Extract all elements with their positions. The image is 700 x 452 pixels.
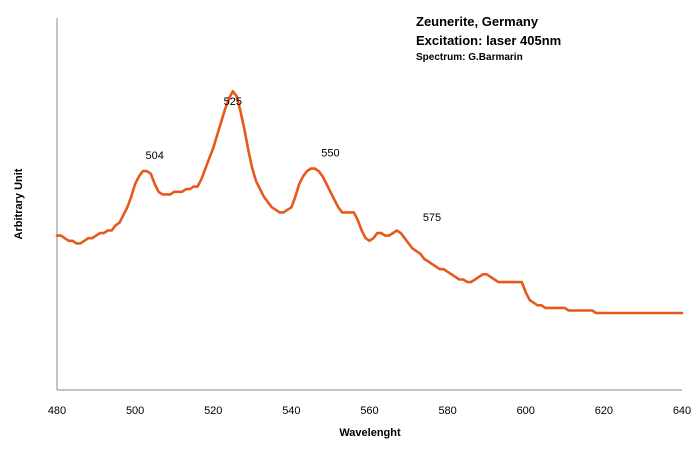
x-tick-label: 520: [204, 405, 222, 417]
x-tick-label: 600: [517, 405, 535, 417]
series-line: [55, 89, 684, 315]
x-tick-label: 480: [48, 405, 66, 417]
x-tick-label: 640: [673, 405, 691, 417]
chart-subtitle: Excitation: laser 405nm: [416, 33, 561, 48]
chart-title: Zeunerite, Germany: [416, 14, 539, 29]
x-tick-label: 560: [360, 405, 378, 417]
x-tick-label: 620: [595, 405, 613, 417]
peak-label: 525: [224, 96, 242, 108]
peak-labels: 504 525 550 575: [145, 96, 441, 224]
peak-label: 550: [321, 148, 339, 160]
x-tick-label: 540: [282, 405, 300, 417]
x-tick-label: 500: [126, 405, 144, 417]
x-tick-labels: 480 500 520 540 560 580 600 620 640: [48, 405, 691, 417]
x-tick-label: 580: [438, 405, 456, 417]
peak-label: 504: [145, 150, 163, 162]
peak-label: 575: [423, 212, 441, 224]
y-axis-title: Arbitrary Unit: [13, 168, 25, 239]
chart-credit: Spectrum: G.Barmarin: [416, 52, 523, 63]
x-axis-title: Wavelenght: [339, 427, 401, 439]
